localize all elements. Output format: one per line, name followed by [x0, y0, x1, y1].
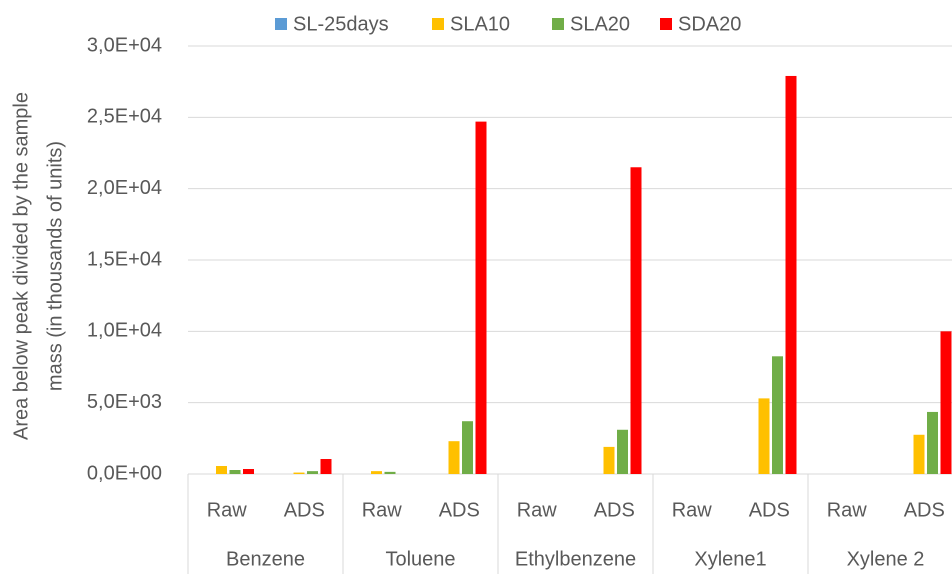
x-tick-label: ADS: [594, 499, 635, 521]
y-axis-title: Area below peak divided by the sample: [10, 92, 32, 440]
legend-label: SDA20: [678, 13, 741, 35]
bar: [603, 446, 615, 474]
bar: [462, 421, 473, 474]
bar: [307, 471, 318, 474]
bar: [772, 356, 783, 474]
bar: [913, 434, 925, 474]
legend-label: SLA20: [570, 13, 630, 35]
bar: [293, 472, 305, 474]
x-tick-label: Raw: [362, 499, 403, 521]
group-label: Ethylbenzene: [515, 548, 636, 570]
group-label: Toluene: [385, 548, 455, 570]
y-tick-label: 1,0E+04: [87, 320, 162, 342]
y-tick-label: 2,5E+04: [87, 106, 162, 128]
group-label: Xylene1: [694, 548, 766, 570]
x-tick-label: Raw: [827, 499, 868, 521]
bar: [758, 398, 770, 474]
legend-swatch: [275, 18, 287, 30]
bar: [243, 469, 254, 474]
x-tick-label: Raw: [207, 499, 248, 521]
y-tick-label: 0,0E+00: [87, 462, 162, 484]
bar: [927, 411, 938, 474]
legend-swatch: [552, 18, 564, 30]
x-tick-label: ADS: [439, 499, 480, 521]
y-axis-title: mass (in thousands of units): [44, 141, 66, 391]
group-label: Benzene: [226, 548, 305, 570]
bar: [384, 471, 396, 474]
x-tick-label: ADS: [749, 499, 790, 521]
bar: [630, 167, 642, 474]
x-tick-label: ADS: [284, 499, 325, 521]
bar: [785, 75, 797, 475]
legend-swatch: [432, 18, 444, 30]
bar: [617, 429, 628, 474]
legend-swatch: [660, 18, 672, 30]
y-tick-label: 2,0E+04: [87, 177, 162, 199]
bar: [448, 441, 460, 474]
bar: [371, 471, 382, 474]
legend-label: SLA10: [450, 13, 510, 35]
bar: [940, 331, 952, 474]
bar: [475, 121, 487, 474]
y-tick-label: 1,5E+04: [87, 248, 162, 270]
bar: [229, 470, 241, 474]
y-tick-label: 5,0E+03: [87, 391, 162, 413]
legend-label: SL-25days: [293, 13, 389, 35]
bar: [320, 459, 332, 474]
y-tick-label: 3,0E+04: [87, 34, 162, 56]
x-tick-label: Raw: [672, 499, 713, 521]
group-label: Xylene 2: [847, 548, 925, 570]
x-tick-label: Raw: [517, 499, 558, 521]
bar: [216, 466, 227, 474]
x-tick-label: ADS: [904, 499, 945, 521]
